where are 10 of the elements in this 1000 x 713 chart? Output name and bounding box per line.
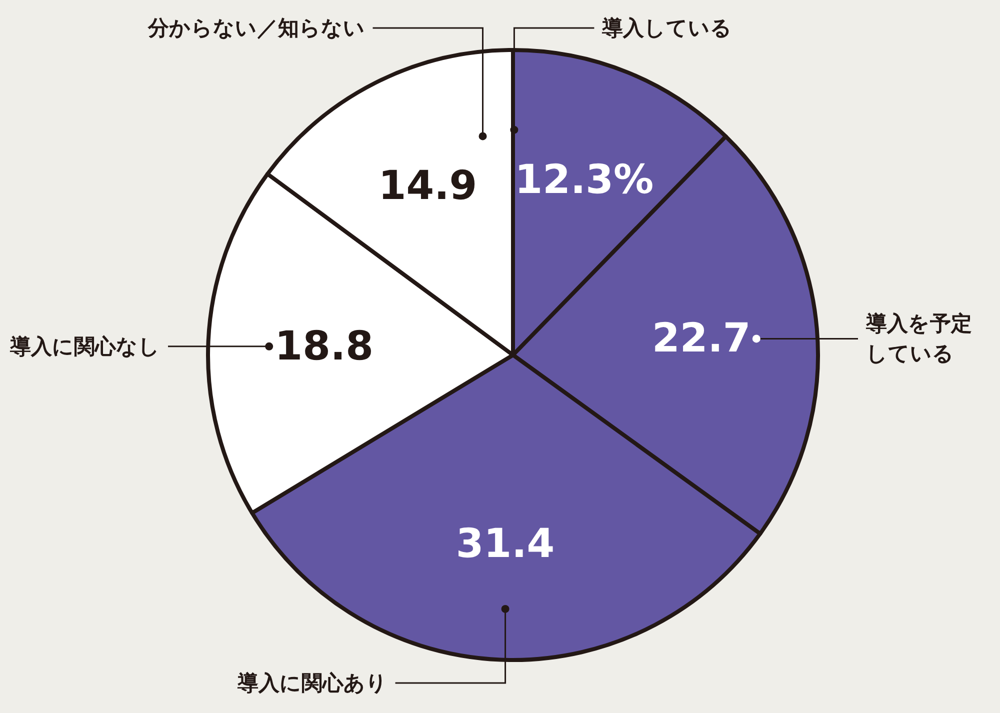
slice-label: 導入を予定している: [865, 312, 972, 366]
slice-label: 分からない／知らない: [146, 16, 365, 40]
slice-label: 導入している: [601, 16, 732, 40]
data-label: 22.7: [652, 316, 751, 362]
slice-label: 導入に関心あり: [236, 671, 388, 695]
data-label: 18.8: [274, 323, 374, 370]
data-label: 14.9: [378, 163, 478, 210]
slice-label: 導入に関心なし: [9, 334, 160, 358]
data-label: 12.3%: [514, 156, 654, 203]
data-label: 31.4: [456, 520, 555, 567]
